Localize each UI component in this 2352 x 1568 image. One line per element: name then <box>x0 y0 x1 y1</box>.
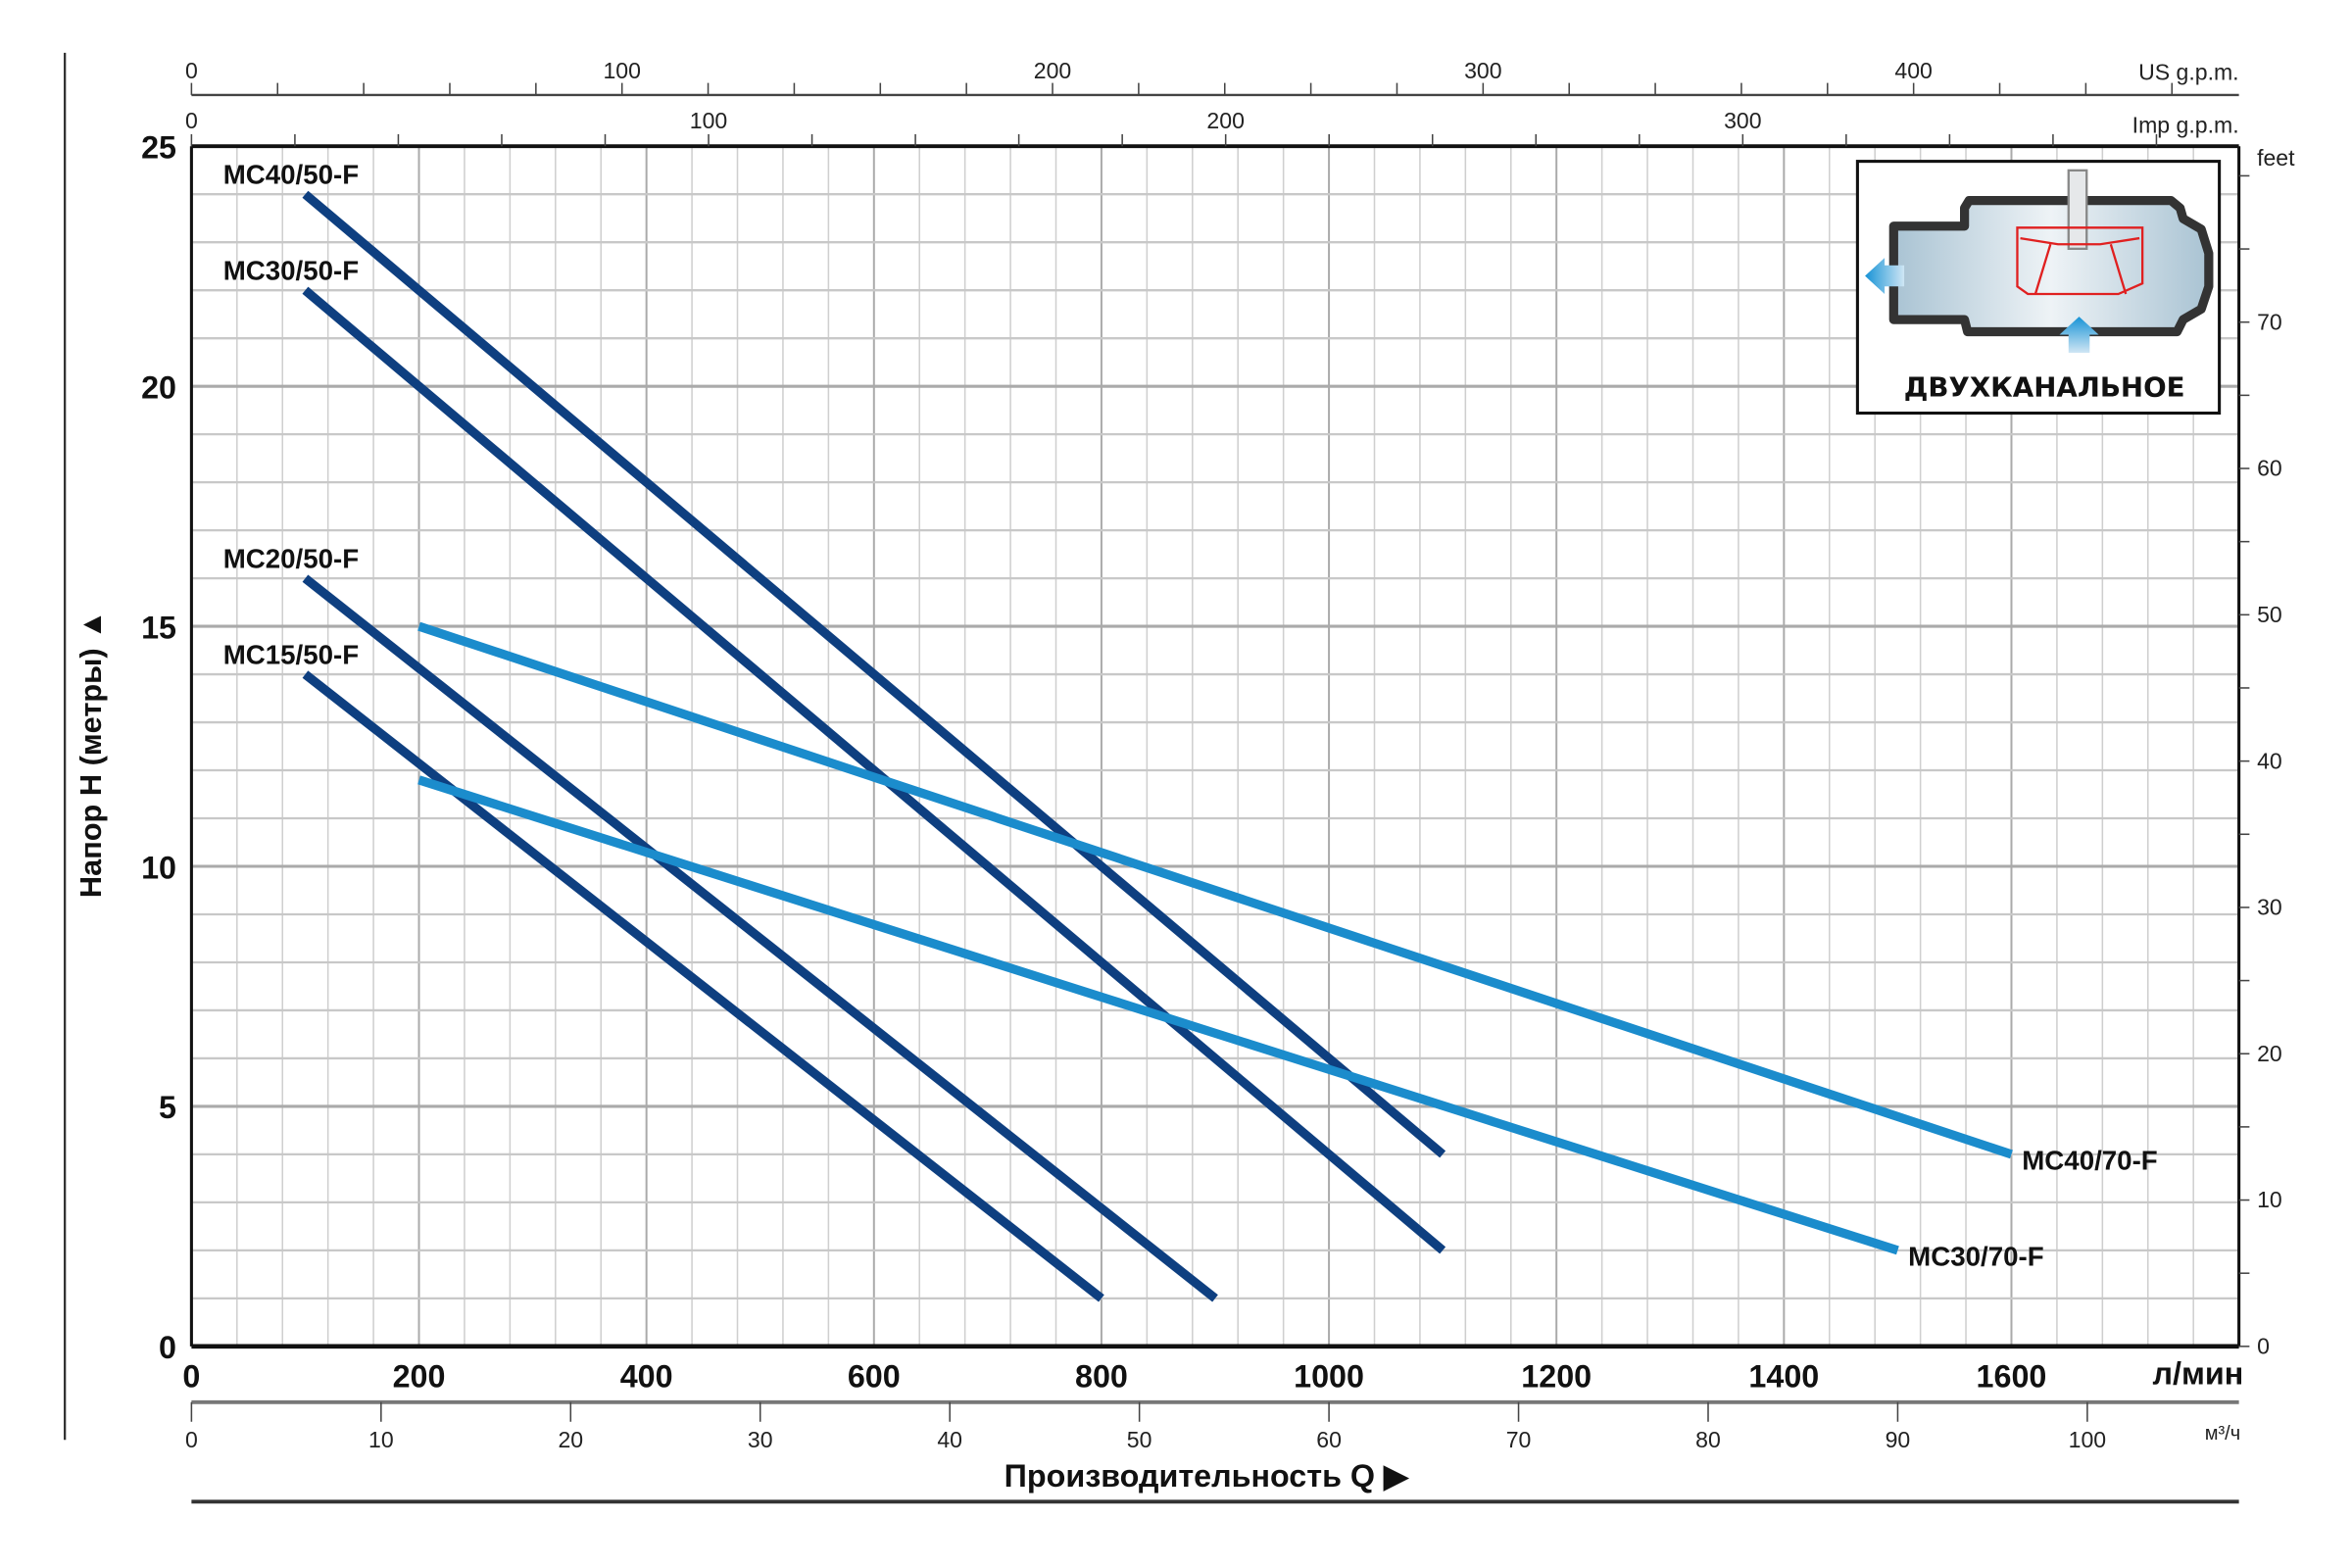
x-tick-label: 200 <box>393 1358 446 1394</box>
m3h-tick-label: 80 <box>1695 1427 1721 1452</box>
x-tick-label: 1600 <box>1977 1358 2047 1394</box>
curve-label: MC40/50-F <box>223 159 359 189</box>
m3h-tick-label: 0 <box>185 1427 198 1452</box>
feet-tick-label: 0 <box>2257 1334 2270 1359</box>
us-gpm-unit-label: US g.p.m. <box>2138 60 2239 85</box>
curve-mc30-50-f <box>302 286 1446 1254</box>
imp-gpm-tick-label: 300 <box>1724 108 1761 133</box>
m3h-tick-label: 40 <box>937 1427 962 1452</box>
us-gpm-tick-label: 100 <box>603 58 640 83</box>
m3h-tick-label: 90 <box>1886 1427 1911 1452</box>
curve-label: MC30/70-F <box>1908 1241 2043 1271</box>
feet-tick-label: 70 <box>2257 309 2282 334</box>
series-layer: MC40/50-F MC30/50-F MC20/50-F MC15/50-F MC40… <box>223 159 2158 1302</box>
m3h-unit-label: м³/ч <box>2205 1423 2240 1445</box>
pump-body-icon <box>1888 196 2214 337</box>
m3h-tick-label: 70 <box>1506 1427 1532 1452</box>
curve-label: MC20/50-F <box>223 543 359 573</box>
us-gpm-tick-label: 400 <box>1894 58 1932 83</box>
feet-tick-label: 40 <box>2257 748 2282 773</box>
curve-mc30-70-f <box>417 775 1899 1255</box>
curve-mc40-50-f <box>302 190 1446 1158</box>
inlet-arrow-icon <box>2059 317 2099 353</box>
feet-tick-label: 60 <box>2257 456 2282 481</box>
imp-gpm-tick-label: 0 <box>185 108 198 133</box>
curve-mc15-50-f <box>302 670 1104 1302</box>
x-tick-label: 1200 <box>1521 1358 1592 1394</box>
m3h-tick-label: 50 <box>1127 1427 1152 1452</box>
m3h-tick-label: 100 <box>2069 1427 2106 1452</box>
x-axis-title: Производительность Q ▶ <box>1004 1458 1409 1494</box>
us-gpm-tick-label: 200 <box>1034 58 1071 83</box>
x-tick-label: 0 <box>182 1358 200 1394</box>
m3h-tick-label: 60 <box>1316 1427 1342 1452</box>
m3h-tick-label: 30 <box>748 1427 773 1452</box>
impeller-icon <box>2016 226 2144 296</box>
x-tick-label: 1400 <box>1748 1358 1819 1394</box>
shaft-icon <box>2067 169 2088 251</box>
curve-mc20-50-f <box>302 574 1218 1302</box>
outlet-arrow-icon <box>1865 258 1905 294</box>
x-tick-label: 400 <box>620 1358 673 1394</box>
y-tick-label: 15 <box>141 610 176 645</box>
feet-tick-label: 50 <box>2257 602 2282 627</box>
curve-label: MC40/70-F <box>2022 1145 2157 1175</box>
curve-mc40-70-f <box>417 621 2013 1159</box>
axes: 0 200 400 600 800 1000 1200 1400 1600 л/мин051015… <box>74 58 2295 1494</box>
x-unit-label: л/мин <box>2152 1355 2243 1391</box>
feet-tick-label: 20 <box>2257 1041 2282 1066</box>
imp-gpm-tick-label: 100 <box>690 108 727 133</box>
y-axis-title: Напор H (метры) ▲ <box>74 610 108 898</box>
imp-gpm-tick-label: 200 <box>1206 108 1244 133</box>
y-tick-label: 0 <box>159 1330 176 1365</box>
x-tick-label: 800 <box>1075 1358 1128 1394</box>
y-tick-label: 20 <box>141 369 176 405</box>
curve-label: MC30/50-F <box>223 255 359 285</box>
imp-gpm-unit-label: Imp g.p.m. <box>2132 112 2239 137</box>
feet-unit-label: feet <box>2257 145 2295 171</box>
y-tick-label: 10 <box>141 850 176 885</box>
curve-label: MC15/50-F <box>223 639 359 669</box>
us-gpm-tick-label: 0 <box>185 58 198 83</box>
m3h-tick-label: 20 <box>558 1427 583 1452</box>
y-tick-label: 5 <box>159 1090 176 1125</box>
x-tick-label: 600 <box>848 1358 901 1394</box>
impeller-inset: ДВУХКАНАЛЬНОЕ <box>1855 160 2222 416</box>
us-gpm-tick-label: 300 <box>1464 58 1501 83</box>
m3h-tick-label: 10 <box>368 1427 394 1452</box>
x-tick-label: 1000 <box>1294 1358 1364 1394</box>
feet-tick-label: 10 <box>2257 1187 2282 1212</box>
y-tick-label: 25 <box>141 130 176 166</box>
inset-label: ДВУХКАНАЛЬНОЕ <box>1904 371 2185 404</box>
feet-tick-label: 30 <box>2257 895 2282 920</box>
